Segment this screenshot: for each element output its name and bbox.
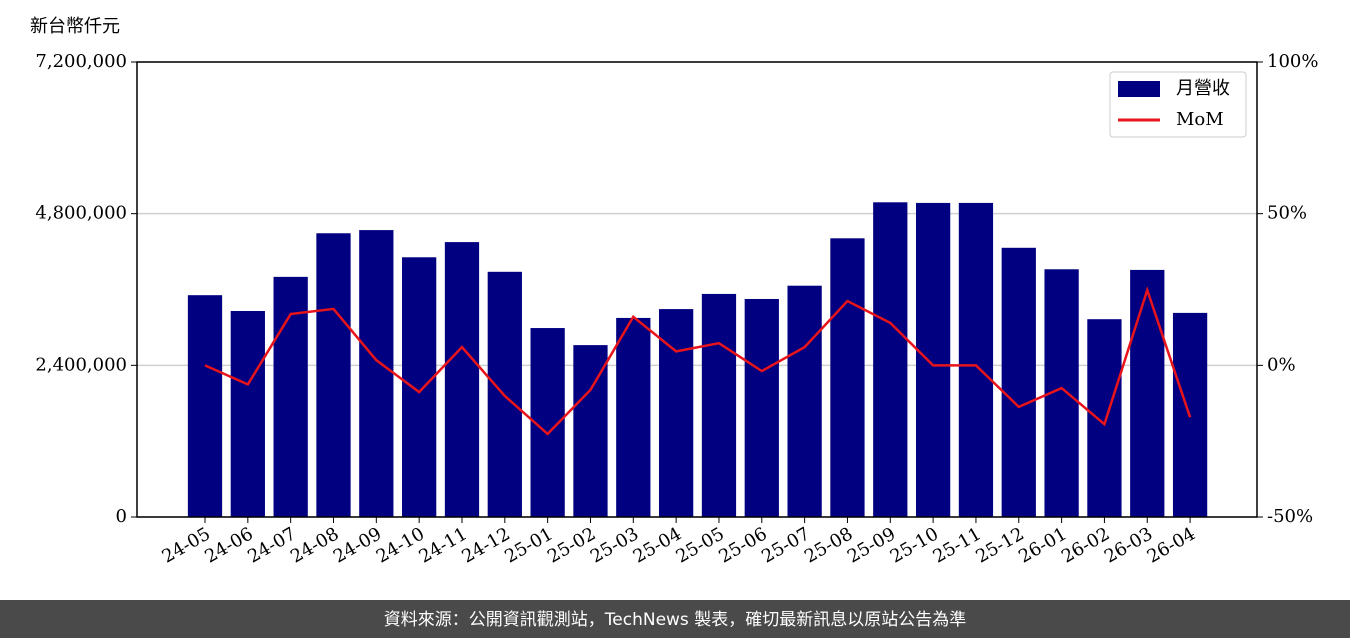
x-tick-label: 25-04 <box>630 523 685 567</box>
x-tick-label: 25-03 <box>587 523 642 567</box>
x-tick-label: 24-10 <box>373 523 428 567</box>
bar <box>830 238 865 517</box>
plot-frame <box>136 61 1258 518</box>
bar <box>230 310 265 517</box>
line <box>204 286 1192 436</box>
bar <box>1130 269 1165 517</box>
x-tick-label: 24-11 <box>416 523 471 567</box>
bar <box>915 202 951 517</box>
x-tick-label: 25-12 <box>972 523 1027 567</box>
footer-bar <box>0 600 1350 638</box>
x-tick-label: 24-09 <box>330 523 385 567</box>
x-tick-label: 24-05 <box>159 523 214 567</box>
x-tick-label: 25-06 <box>715 523 770 567</box>
bar <box>273 276 308 517</box>
x-tick-label: 25-02 <box>544 523 599 567</box>
x-tick-label: 25-10 <box>887 523 942 567</box>
y-tick-label: 7,200,000 <box>35 51 127 72</box>
x-tick-label: 25-07 <box>758 523 813 567</box>
bar <box>616 317 651 517</box>
x-tick-label: 24-07 <box>244 523 299 567</box>
bar <box>1087 319 1122 517</box>
legend-label: 月營收 <box>1176 78 1230 99</box>
legend-swatch <box>1118 81 1160 97</box>
x-tick-label: 24-12 <box>458 523 513 567</box>
y-tick-label: 4,800,000 <box>35 203 127 224</box>
x-tick-label: 24-06 <box>201 523 256 567</box>
x-tick-label: 26-01 <box>1015 523 1070 567</box>
y2-tick-label: -50% <box>1267 506 1313 527</box>
x-tick-label: 24-08 <box>287 523 342 567</box>
y-tick-label: 0 <box>116 506 127 527</box>
x-tick-label: 25-05 <box>673 523 728 567</box>
x-tick-label: 26-03 <box>1101 523 1156 567</box>
x-tick-label: 25-09 <box>844 523 899 567</box>
bar <box>573 345 608 517</box>
y2-tick-label: 100% <box>1267 51 1318 72</box>
footer-text: 資料來源：公開資訊觀測站，TechNews 製表，確切最新訊息以原站公告為準 <box>384 610 966 630</box>
bar <box>359 230 394 517</box>
x-tick-label: 25-08 <box>801 523 856 567</box>
bar <box>1001 247 1036 517</box>
bar <box>187 295 223 517</box>
bar <box>744 298 779 517</box>
bar <box>873 202 908 517</box>
bar <box>701 293 737 517</box>
y-axis-unit: 新台幣仟元 <box>30 16 120 37</box>
bar <box>958 202 994 517</box>
y2-tick-label: 50% <box>1267 203 1307 224</box>
y2-tick-label: 0% <box>1267 354 1296 375</box>
x-tick-label: 26-02 <box>1058 523 1113 567</box>
bar <box>316 233 351 517</box>
bar <box>402 257 437 517</box>
bar <box>444 242 480 517</box>
legend-label: MoM <box>1176 109 1224 130</box>
x-tick-label: 25-01 <box>501 523 556 567</box>
x-tick-label: 25-11 <box>930 523 985 567</box>
bar <box>787 285 822 517</box>
y-tick-label: 2,400,000 <box>35 354 127 375</box>
x-tick-label: 26-04 <box>1144 523 1199 567</box>
